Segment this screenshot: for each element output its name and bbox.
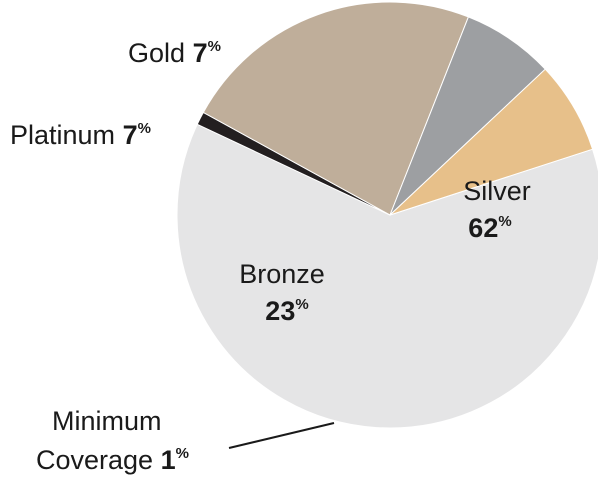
pie-slice-gold <box>389 68 594 216</box>
pie-slices <box>176 1 598 429</box>
minimum-coverage-label-line1: Minimum <box>52 406 162 436</box>
pie-slice-bronze <box>202 1 470 216</box>
gold-label: Gold 7% <box>128 38 221 68</box>
minimum-coverage-leader-line <box>228 422 335 449</box>
bronze-label: Bronze <box>239 259 325 289</box>
platinum-label: Platinum 7% <box>10 120 151 150</box>
pie-slice-silver <box>176 123 598 429</box>
minimum-coverage-label-line2: Coverage 1% <box>36 445 189 475</box>
silver-percent: 62% <box>468 213 511 243</box>
platinum-percent: 7 <box>123 120 138 150</box>
silver-label: Silver <box>463 176 531 206</box>
gold-percent: 7 <box>193 38 208 68</box>
bronze-percent: 23% <box>265 296 308 326</box>
minimum-coverage-percent: 1 <box>161 445 176 475</box>
